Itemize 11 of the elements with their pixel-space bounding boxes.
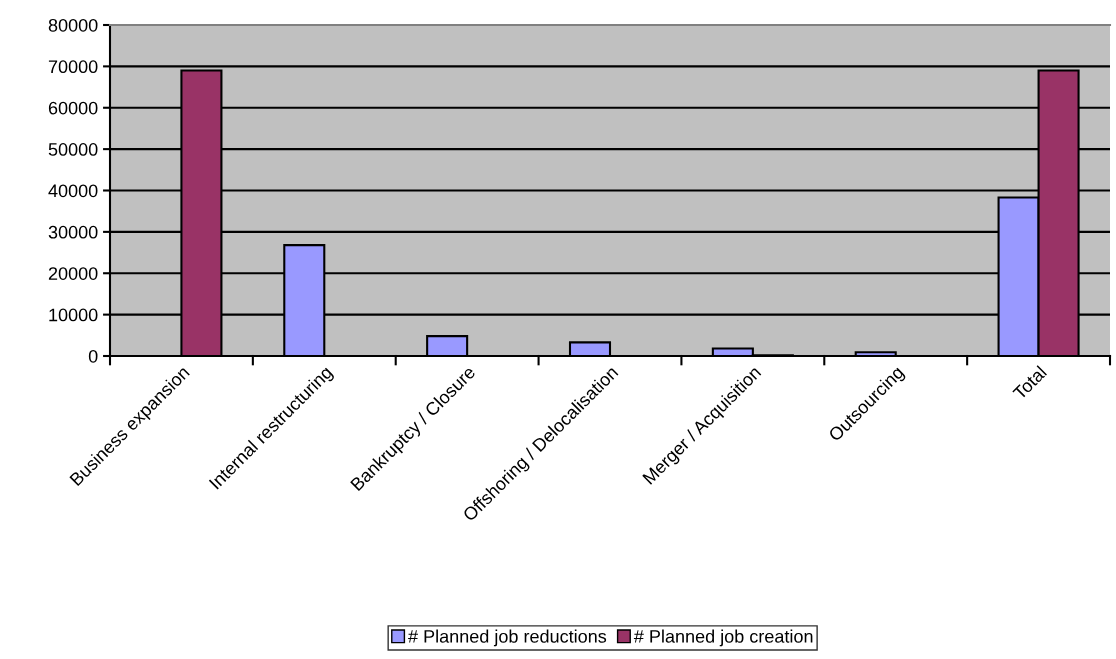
y-tick-label: 0	[88, 349, 98, 363]
y-tick-label: 70000	[48, 60, 98, 74]
y-tick-label: 10000	[49, 308, 98, 322]
y-tick-label: 80000	[48, 18, 98, 32]
legend-label: # Planned job reductions	[408, 629, 607, 647]
legend-label: # Planned job creation	[633, 629, 813, 647]
y-tick-label: 20000	[48, 267, 98, 280]
y-tick-label: 30000	[48, 225, 98, 239]
y-tick-label: 60000	[48, 101, 98, 115]
y-tick-label: 50000	[48, 143, 98, 156]
y-tick-label: 40000	[48, 184, 98, 198]
